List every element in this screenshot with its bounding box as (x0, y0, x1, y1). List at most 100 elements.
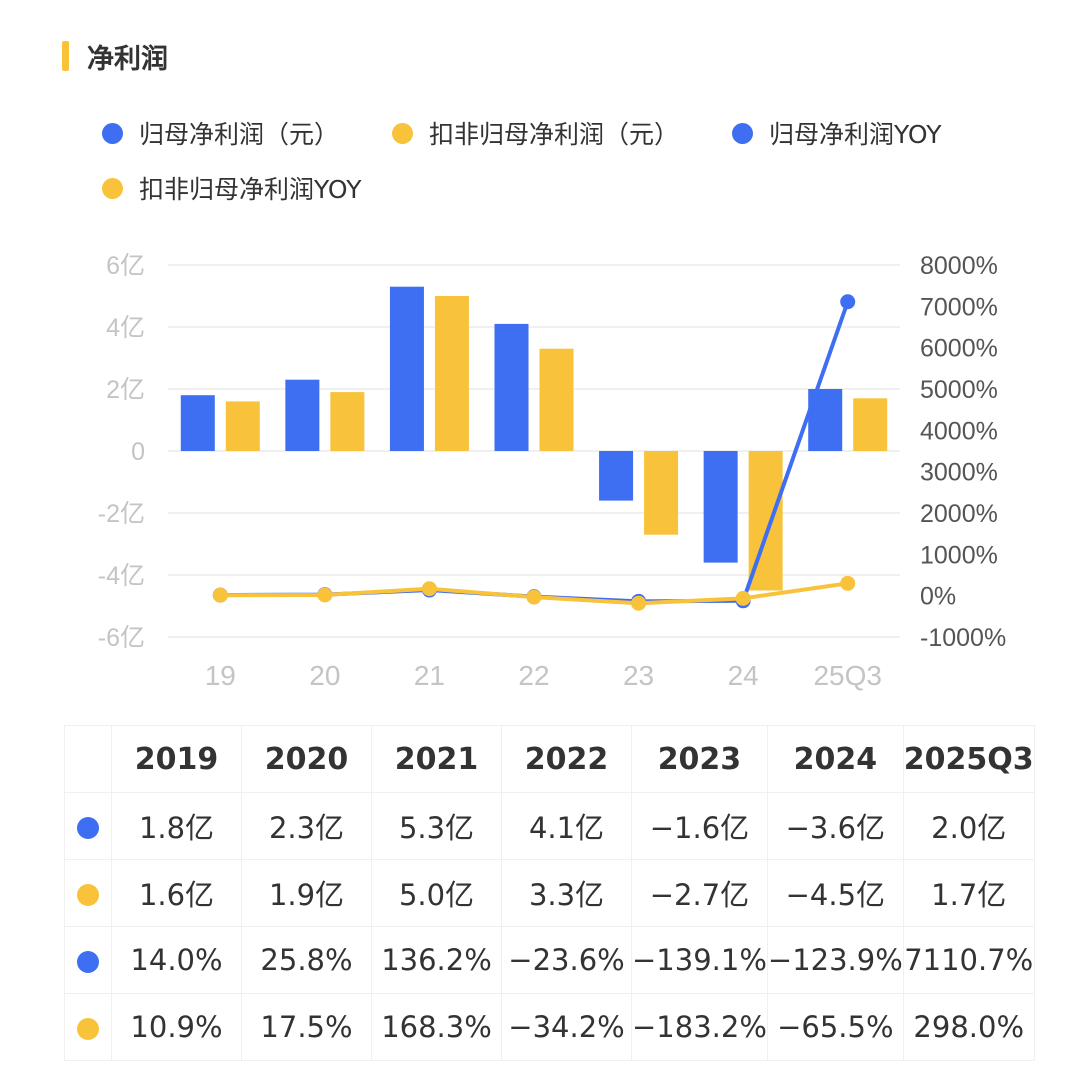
legend-item-net-profit-yoy[interactable]: 归母净利润YOY (732, 115, 942, 151)
table-row: 14.0% 25.8% 136.2% −23.6% −139.1% −123.9… (64, 926, 1035, 994)
table-header-cell: 2025Q3 (902, 725, 1035, 793)
legend-item-net-profit[interactable]: 归母净利润（元） (102, 115, 339, 151)
left-axis-tick-label: 6亿 (106, 252, 145, 280)
table-cell: 5.0亿 (371, 859, 502, 927)
table-cell: −1.6亿 (631, 792, 768, 860)
legend-item-deducted-net-profit[interactable]: 扣非归母净利润（元） (392, 115, 679, 151)
x-axis-tick-label: 23 (623, 660, 654, 691)
right-axis-tick-label: 1000% (920, 541, 998, 569)
bar (285, 379, 320, 451)
table-cell: 5.3亿 (371, 792, 502, 860)
line-point (317, 587, 333, 603)
table-cell: 1.7亿 (902, 859, 1035, 927)
table-cell: −65.5% (766, 993, 904, 1061)
table-header-cell: 2020 (241, 725, 372, 793)
table-cell: 25.8% (241, 926, 372, 994)
line-point (631, 595, 647, 611)
net-profit-chart: 6亿 4亿 2亿 0 -2亿 -4亿 -6亿 8000% 7000% 6000% 5000% 4000… (98, 252, 1006, 691)
row-marker (64, 792, 112, 860)
legend-label: 归母净利润YOY (769, 120, 942, 149)
row-marker (64, 993, 112, 1061)
data-table: 2019 2020 2021 2022 2023 2024 2025Q3 1.8… (64, 725, 1035, 1061)
legend-dot-icon (392, 122, 413, 144)
table-cell: 1.6亿 (111, 859, 242, 927)
right-axis-tick-label: 4000% (920, 417, 998, 445)
x-axis-tick-label: 22 (518, 660, 549, 691)
line-point (840, 294, 856, 310)
bar (494, 323, 529, 451)
legend-item-deducted-net-profit-yoy[interactable]: 扣非归母净利润YOY (102, 170, 362, 206)
table-cell: −123.9% (766, 926, 904, 994)
bar (330, 392, 365, 451)
legend-dot-icon (102, 122, 123, 144)
table-cell: 298.0% (902, 993, 1035, 1061)
x-axis-tick-label: 20 (309, 660, 340, 691)
line-point (840, 575, 856, 591)
right-axis-tick-label: 5000% (920, 376, 998, 404)
table-cell: 1.8亿 (111, 792, 242, 860)
table-header-cell: 2024 (766, 725, 904, 793)
left-axis-tick-label: 2亿 (106, 376, 145, 404)
legend-label: 归母净利润（元） (139, 120, 340, 149)
right-axis-tick-label: 0% (920, 583, 956, 611)
table-cell: 17.5% (241, 993, 372, 1061)
table-header-cell: 2022 (501, 725, 632, 793)
left-axis-tick-label: -4亿 (98, 562, 145, 590)
bar (599, 451, 634, 501)
table-cell: 7110.7% (902, 926, 1035, 994)
table-row: 1.8亿 2.3亿 5.3亿 4.1亿 −1.6亿 −3.6亿 2.0亿 (64, 792, 1035, 860)
table-cell: −183.2% (631, 993, 768, 1061)
table-cell: 1.9亿 (241, 859, 372, 927)
section-title: 净利润 (87, 43, 168, 75)
row-marker (64, 926, 112, 994)
left-axis-tick-label: 4亿 (106, 314, 145, 342)
table-cell: −34.2% (501, 993, 632, 1061)
table-header-row: 2019 2020 2021 2022 2023 2024 2025Q3 (64, 725, 1035, 793)
table-cell: −2.7亿 (631, 859, 768, 927)
x-axis-tick-label: 21 (414, 660, 445, 691)
x-axis-tick-label: 24 (728, 660, 759, 691)
table-cell: −3.6亿 (766, 792, 904, 860)
row-dot-icon (77, 951, 99, 973)
table-cell: −139.1% (631, 926, 768, 994)
bar (389, 286, 424, 451)
table-cell: 2.3亿 (241, 792, 372, 860)
table-corner-cell (64, 725, 112, 793)
right-axis-tick-label: 6000% (920, 335, 998, 363)
table-cell: −23.6% (501, 926, 632, 994)
table-header-cell: 2023 (631, 725, 768, 793)
bar (180, 395, 215, 451)
bar (703, 451, 738, 563)
row-dot-icon (77, 1018, 99, 1040)
right-axis-tick-label: -1000% (920, 624, 1006, 652)
table-row: 1.6亿 1.9亿 5.0亿 3.3亿 −2.7亿 −4.5亿 1.7亿 (64, 859, 1035, 927)
line-point (526, 589, 542, 605)
table-cell: 2.0亿 (902, 792, 1035, 860)
accent-bar (62, 41, 69, 71)
left-axis-tick-label: -2亿 (98, 500, 145, 528)
left-axis-tick-label: 0 (131, 438, 145, 466)
table-header-cell: 2019 (111, 725, 242, 793)
table-cell: 3.3亿 (501, 859, 632, 927)
right-axis-tick-label: 3000% (920, 459, 998, 487)
legend-dot-icon (102, 177, 123, 199)
right-axis-tick-label: 2000% (920, 500, 998, 528)
line-point (421, 581, 437, 597)
bar (853, 398, 888, 451)
left-axis-tick-label: -6亿 (98, 624, 145, 652)
table-cell: −4.5亿 (766, 859, 904, 927)
table-cell: 168.3% (371, 993, 502, 1061)
legend-label: 扣非归母净利润（元） (429, 120, 680, 149)
right-axis-tick-label: 8000% (920, 252, 998, 280)
row-dot-icon (77, 884, 99, 906)
section-header: 净利润 (62, 38, 168, 75)
bar (225, 401, 260, 451)
table-cell: 4.1亿 (501, 792, 632, 860)
right-axis-tick-label: 7000% (920, 293, 998, 321)
bar (434, 296, 469, 451)
table-cell: 10.9% (111, 993, 242, 1061)
row-marker (64, 859, 112, 927)
legend-label: 扣非归母净利润YOY (139, 175, 362, 204)
row-dot-icon (77, 817, 99, 839)
table-cell: 136.2% (371, 926, 502, 994)
